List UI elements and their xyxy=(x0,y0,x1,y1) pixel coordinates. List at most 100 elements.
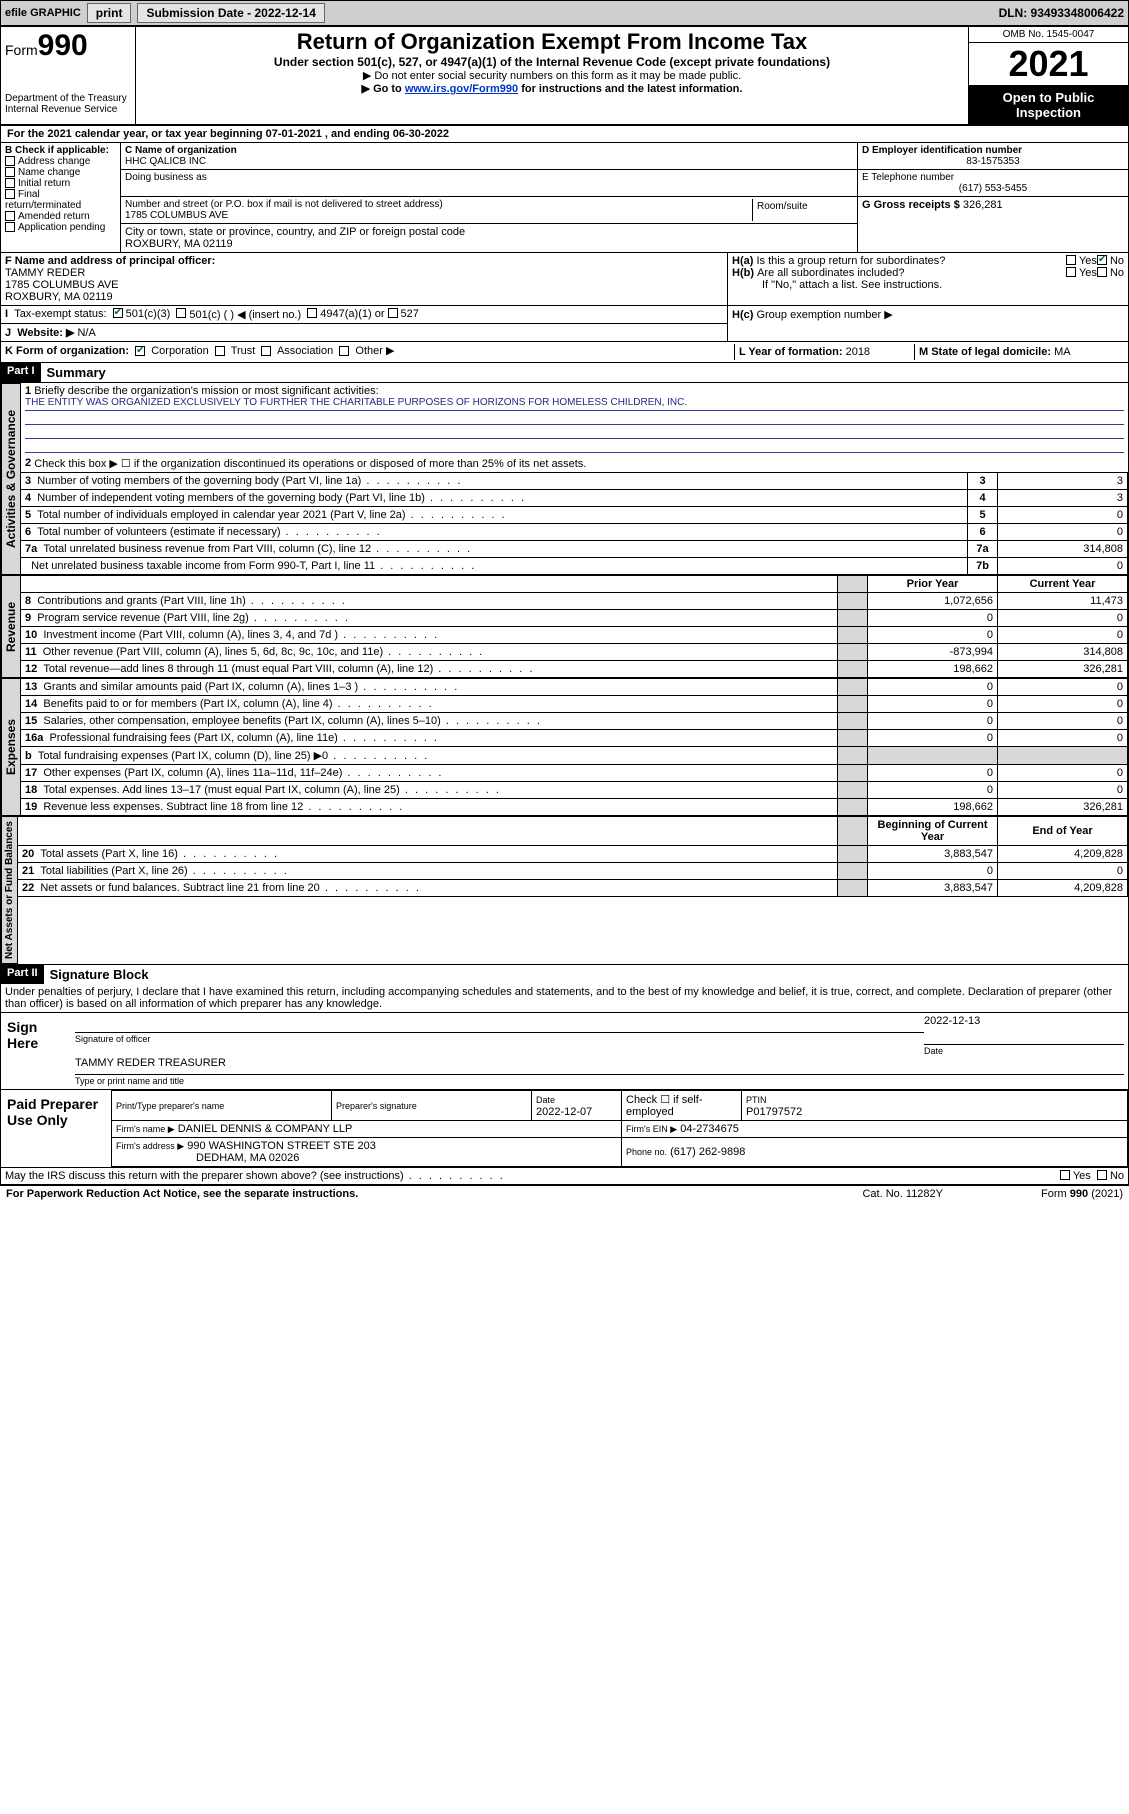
tab-revenue: Revenue xyxy=(1,575,21,678)
opt-501c3: 501(c)(3) xyxy=(126,308,171,321)
hb-no: No xyxy=(1110,267,1124,279)
col-current-year: Current Year xyxy=(998,576,1128,593)
chk-address-change[interactable] xyxy=(5,156,15,166)
table-row: 3 Number of voting members of the govern… xyxy=(21,473,1128,490)
box-k-label: K Form of organization: xyxy=(5,345,129,357)
hb-yes: Yes xyxy=(1079,267,1097,279)
submission-date-button[interactable]: Submission Date - 2022-12-14 xyxy=(137,3,324,23)
declaration: Under penalties of perjury, I declare th… xyxy=(1,984,1128,1013)
box-m-label: M State of legal domicile: xyxy=(919,346,1051,358)
box-c: C Name of organizationHHC QALICB INC Doi… xyxy=(121,143,858,252)
firm-name-label: Firm's name ▶ xyxy=(116,1124,175,1134)
header-center: Return of Organization Exempt From Incom… xyxy=(136,27,968,124)
chk-application-pending[interactable] xyxy=(5,222,15,232)
opt-corp: Corporation xyxy=(151,345,208,357)
box-h: H(a) Is this a group return for subordin… xyxy=(728,253,1128,305)
table-row: 18 Total expenses. Add lines 13–17 (must… xyxy=(21,782,1128,799)
check-self-employed: Check ☐ if self-employed xyxy=(622,1091,742,1121)
mission-blank2 xyxy=(25,425,1124,439)
part1-net-assets: Net Assets or Fund Balances Beginning of… xyxy=(1,816,1128,965)
firm-ein-label: Firm's EIN ▶ xyxy=(626,1124,677,1134)
table-revenue: Prior YearCurrent Year 8 Contributions a… xyxy=(21,575,1128,678)
table-row: 5 Total number of individuals employed i… xyxy=(21,507,1128,524)
prep-date-label: Date xyxy=(536,1095,555,1105)
h-b-label: Are all subordinates included? xyxy=(757,267,1066,279)
may-irs-label: May the IRS discuss this return with the… xyxy=(5,1170,404,1182)
dept-label: Department of the Treasury xyxy=(5,93,131,104)
opt-name-change: Name change xyxy=(18,167,80,178)
part1-expenses: Expenses 13 Grants and similar amounts p… xyxy=(1,678,1128,816)
table-row: 10 Investment income (Part VIII, column … xyxy=(21,627,1128,644)
header-right: OMB No. 1545-0047 2021 Open to Public In… xyxy=(968,27,1128,124)
website: N/A xyxy=(77,327,95,339)
chk-527[interactable] xyxy=(388,308,398,318)
officer-signature-line[interactable] xyxy=(75,1015,924,1033)
chk-discuss-no[interactable] xyxy=(1097,1170,1107,1180)
box-c-street-label: Number and street (or P.O. box if mail i… xyxy=(125,199,443,210)
ptin-label: PTIN xyxy=(746,1095,767,1105)
officer-printed: TAMMY REDER TREASURER xyxy=(75,1057,226,1069)
chk-501c3[interactable] xyxy=(113,308,123,318)
chk-assoc[interactable] xyxy=(261,346,271,356)
discuss-yes: Yes xyxy=(1073,1170,1091,1182)
table-row: b Total fundraising expenses (Part IX, c… xyxy=(21,747,1128,765)
sig-officer-label: Signature of officer xyxy=(75,1034,150,1044)
prep-name-label: Print/Type preparer's name xyxy=(116,1101,224,1111)
table-expenses: 13 Grants and similar amounts paid (Part… xyxy=(21,678,1128,816)
col-eoy: End of Year xyxy=(998,817,1128,846)
chk-final-return[interactable] xyxy=(5,189,15,199)
chk-hb-yes[interactable] xyxy=(1066,267,1076,277)
opt-4947: 4947(a)(1) or xyxy=(320,308,384,321)
officer-name-line: TAMMY REDER TREASURER xyxy=(75,1057,1124,1075)
omb-number: OMB No. 1545-0047 xyxy=(969,27,1128,43)
chk-trust[interactable] xyxy=(215,346,225,356)
chk-amended-return[interactable] xyxy=(5,211,15,221)
opt-501c: 501(c) ( ) ◀ (insert no.) xyxy=(189,308,301,321)
chk-other[interactable] xyxy=(339,346,349,356)
form-number: 990 xyxy=(38,29,88,62)
irs-link[interactable]: www.irs.gov/Form990 xyxy=(405,83,518,95)
officer-type-label: Type or print name and title xyxy=(75,1076,184,1086)
opt-527: 527 xyxy=(401,308,419,321)
box-c-name-label: C Name of organization xyxy=(125,145,237,156)
mission-text: THE ENTITY WAS ORGANIZED EXCLUSIVELY TO … xyxy=(25,397,1124,411)
table-row: 15 Salaries, other compensation, employe… xyxy=(21,713,1128,730)
org-name: HHC QALICB INC xyxy=(125,156,206,167)
box-e-label: E Telephone number xyxy=(862,172,954,183)
box-hc: H(c) Group exemption number ▶ xyxy=(728,306,1128,341)
chk-corp[interactable] xyxy=(135,346,145,356)
box-g-label: G Gross receipts $ xyxy=(862,199,960,211)
box-f: F Name and address of principal officer:… xyxy=(1,253,728,305)
footer-form: Form 990 (2021) xyxy=(943,1188,1123,1200)
box-d-label: D Employer identification number xyxy=(862,145,1022,156)
part2-header: Part II Signature Block xyxy=(1,965,1128,984)
col-prior-year: Prior Year xyxy=(868,576,998,593)
year-formation: 2018 xyxy=(846,346,870,358)
form-subtitle: Under section 501(c), 527, or 4947(a)(1)… xyxy=(142,55,962,69)
firm-addr-label: Firm's address ▶ xyxy=(116,1141,184,1151)
box-l-label: L Year of formation: xyxy=(739,346,843,358)
chk-hb-no[interactable] xyxy=(1097,267,1107,277)
table-row: 9 Program service revenue (Part VIII, li… xyxy=(21,610,1128,627)
chk-501c[interactable] xyxy=(176,308,186,318)
opt-assoc: Association xyxy=(277,345,333,357)
header-left: Form990 Department of the Treasury Inter… xyxy=(1,27,136,124)
table-row: 4 Number of independent voting members o… xyxy=(21,490,1128,507)
box-d-e-g: D Employer identification number83-15753… xyxy=(858,143,1128,252)
chk-4947[interactable] xyxy=(307,308,317,318)
print-button[interactable]: print xyxy=(87,3,132,23)
section-i-j-hc: I Tax-exempt status: 501(c)(3) 501(c) ( … xyxy=(1,306,1128,342)
form-title: Return of Organization Exempt From Incom… xyxy=(142,29,962,55)
chk-ha-yes[interactable] xyxy=(1066,255,1076,265)
chk-discuss-yes[interactable] xyxy=(1060,1170,1070,1180)
chk-initial-return[interactable] xyxy=(5,178,15,188)
chk-ha-no[interactable] xyxy=(1097,255,1107,265)
ein: 83-1575353 xyxy=(862,156,1124,167)
opt-amended-return: Amended return xyxy=(18,211,90,222)
firm-phone-label: Phone no. xyxy=(626,1147,667,1157)
chk-name-change[interactable] xyxy=(5,167,15,177)
table-row: 19 Revenue less expenses. Subtract line … xyxy=(21,799,1128,816)
opt-application-pending: Application pending xyxy=(18,222,105,233)
note-goto-pre: ▶ Go to xyxy=(362,83,405,95)
org-city: ROXBURY, MA 02119 xyxy=(125,238,233,250)
